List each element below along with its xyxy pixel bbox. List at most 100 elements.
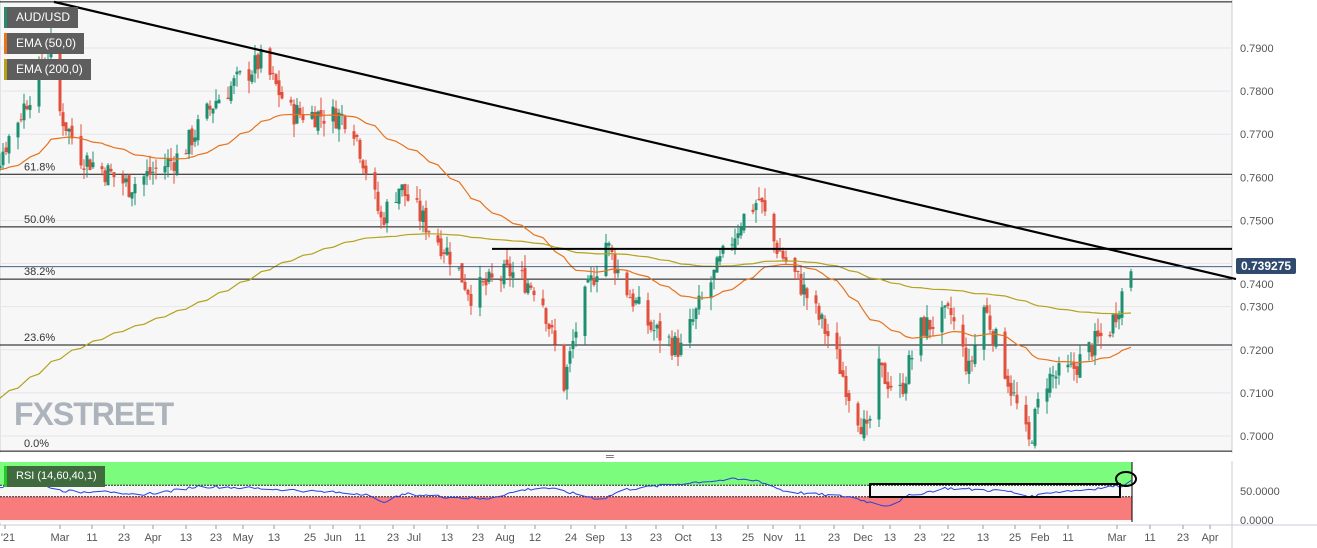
candle-down xyxy=(382,217,386,225)
candle-down xyxy=(835,332,839,350)
time-tick-label: 13 xyxy=(710,532,722,544)
time-tick-label: 25 xyxy=(304,532,316,544)
candle-up xyxy=(634,300,638,304)
candle-up xyxy=(394,201,398,203)
candle-up xyxy=(142,176,146,185)
time-tick-label: 23 xyxy=(472,532,484,544)
candle-up xyxy=(1087,342,1091,353)
time-tick-label: 11 xyxy=(794,532,805,544)
candle-down xyxy=(796,270,800,272)
candle-up xyxy=(589,275,593,281)
candle-down xyxy=(865,419,869,424)
candle-up xyxy=(310,111,314,119)
candle-down xyxy=(169,159,173,162)
candle-up xyxy=(238,71,242,73)
time-tick-label: 23 xyxy=(650,532,662,544)
candle-up xyxy=(331,106,335,122)
candle-down xyxy=(676,337,680,357)
candle-up xyxy=(175,153,179,174)
candle-up xyxy=(16,122,20,138)
candle-up xyxy=(862,418,866,439)
time-tick-label: Nov xyxy=(763,532,783,544)
time-tick-label: 23 xyxy=(1177,532,1189,544)
candle-down xyxy=(841,370,845,377)
candle-down xyxy=(427,231,431,233)
fib-label: 50.0% xyxy=(24,214,55,226)
candle-up xyxy=(1048,373,1052,393)
candle-down xyxy=(856,403,860,426)
candle-up xyxy=(1066,364,1070,368)
candle-down xyxy=(379,211,383,218)
candle-up xyxy=(1051,375,1055,377)
time-tick-label: May xyxy=(233,532,254,544)
candle-down xyxy=(376,191,380,212)
candle-up xyxy=(754,203,758,211)
candle-down xyxy=(625,272,629,296)
candle-down xyxy=(226,97,230,100)
candle-up xyxy=(877,358,881,420)
candle-up xyxy=(163,166,167,173)
candle-up xyxy=(487,271,491,282)
current-price-tag: 0.739275 xyxy=(1236,258,1297,274)
candle-up xyxy=(1036,398,1040,408)
candle-up xyxy=(253,55,257,74)
candle-up xyxy=(730,244,734,246)
candle-down xyxy=(64,122,68,132)
time-tick-label: 23 xyxy=(210,532,222,544)
candle-up xyxy=(655,324,659,329)
candle-down xyxy=(970,360,974,362)
time-tick-label: 13 xyxy=(180,532,192,544)
plot-background xyxy=(0,0,1232,452)
candle-down xyxy=(499,279,503,281)
candle-down xyxy=(469,294,473,306)
candle-up xyxy=(679,342,683,355)
candle-down xyxy=(406,194,410,201)
price-tick-label: 0.7500 xyxy=(1240,215,1274,227)
price-tick-label: 0.7700 xyxy=(1240,129,1274,141)
candle-up xyxy=(193,137,197,142)
fib-label: 0.0% xyxy=(24,438,49,450)
candle-down xyxy=(763,200,767,212)
candle-down xyxy=(79,135,83,166)
candle-up xyxy=(910,358,914,360)
candle-down xyxy=(889,385,893,388)
candle-down xyxy=(301,114,305,121)
candle-up xyxy=(1078,354,1082,378)
candle-down xyxy=(826,331,830,337)
candle-down xyxy=(313,112,317,128)
candle-down xyxy=(991,331,995,345)
candle-down xyxy=(931,326,935,329)
candle-up xyxy=(1120,291,1124,318)
candle-down xyxy=(1075,366,1079,375)
candle-up xyxy=(397,188,401,204)
candle-down xyxy=(553,330,557,345)
candle-up xyxy=(37,62,41,107)
candle-down xyxy=(1024,404,1028,425)
time-tick-label: Jul xyxy=(407,532,421,544)
candle-down xyxy=(442,252,446,254)
candle-down xyxy=(184,153,188,155)
candle-down xyxy=(277,80,281,96)
time-tick-label: Oct xyxy=(674,532,691,544)
time-tick-label: 23 xyxy=(828,532,840,544)
candle-down xyxy=(100,166,104,170)
candle-up xyxy=(736,233,740,239)
candle-down xyxy=(280,91,284,99)
candle-down xyxy=(781,250,785,259)
candle-up xyxy=(445,247,449,255)
candle-up xyxy=(250,74,254,83)
candle-down xyxy=(964,347,968,372)
candle-up xyxy=(145,171,149,177)
candle-up xyxy=(133,183,137,194)
candle-down xyxy=(922,316,926,336)
candle-down xyxy=(985,305,989,313)
candle-down xyxy=(859,426,863,435)
candle-up xyxy=(583,286,587,337)
price-tick-label: 0.7400 xyxy=(1240,279,1274,291)
rsi-line xyxy=(0,477,1132,507)
candle-down xyxy=(520,270,524,272)
candle-up xyxy=(595,276,599,283)
candle-down xyxy=(658,321,662,341)
candle-down xyxy=(1114,313,1118,323)
